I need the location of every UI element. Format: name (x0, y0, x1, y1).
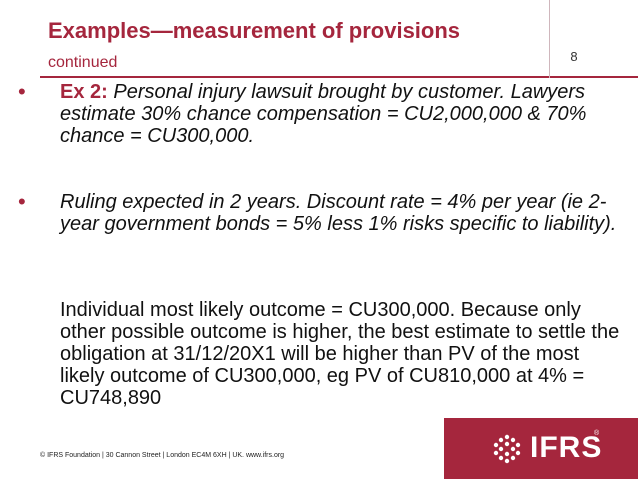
page-number: 8 (570, 49, 578, 64)
bullet-marker: • (18, 79, 26, 104)
bullet-marker: • (18, 189, 26, 214)
bullet-text: Ruling expected in 2 years. Discount rat… (60, 191, 617, 235)
ifrs-dot-grid-icon (493, 434, 521, 464)
trademark-symbol: ® (594, 430, 600, 437)
page-number-divider (549, 0, 550, 78)
logo-text: IFRS (530, 431, 603, 464)
title-divider (40, 76, 638, 78)
bullet-item-ruling: Ruling expected in 2 years. Discount rat… (60, 191, 620, 235)
footer-text: © IFRS Foundation | 30 Cannon Street | L… (40, 452, 285, 459)
slide-subtitle: continued (48, 54, 118, 71)
ifrs-logo: IFRS ® (444, 418, 638, 479)
bullet-lead: Ex 2: (60, 81, 108, 103)
bullet-text: Personal injury lawsuit brought by custo… (60, 81, 587, 147)
slide-title: Examples—measurement of provisions (48, 18, 461, 43)
bullet-item-lawsuit: Ex 2: Personal injury lawsuit brought by… (60, 81, 620, 147)
body-paragraph: Individual most likely outcome = CU300,0… (60, 299, 620, 409)
